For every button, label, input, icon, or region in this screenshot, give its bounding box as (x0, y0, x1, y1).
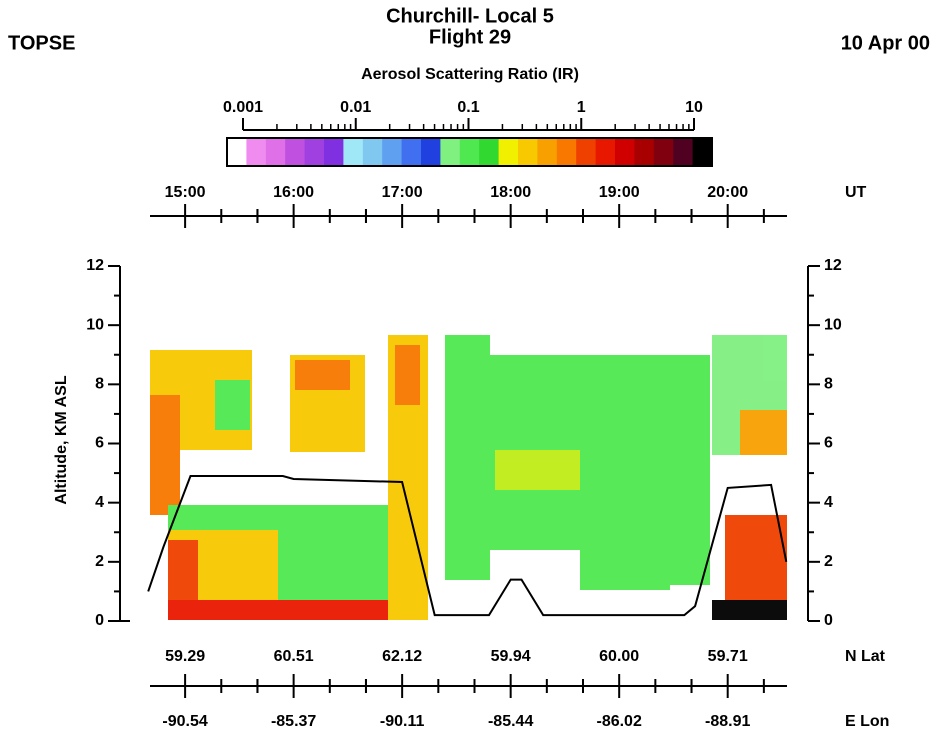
y-tick-label: 10 (86, 316, 104, 333)
colorbar-cell (556, 138, 577, 166)
x-tick-label: 17:00 (382, 184, 423, 201)
lat-label: N Lat (845, 648, 886, 665)
lat-label: 59.94 (491, 648, 531, 665)
lat-label: 62.12 (382, 648, 422, 665)
colorbar-tick-label: 0.001 (223, 99, 263, 116)
lon-label: -90.54 (162, 713, 207, 730)
colorbar-cell (479, 138, 500, 166)
flight-altitude-line (147, 475, 788, 617)
colorbar-cell (343, 138, 364, 166)
colorbar-cell (692, 138, 713, 166)
y-tick-label: 6 (95, 435, 104, 452)
colorbar-title: Aerosol Scattering Ratio (IR) (361, 66, 579, 83)
x-tick-label: 16:00 (273, 184, 314, 201)
colorbar-cell (595, 138, 616, 166)
lon-label: -90.11 (380, 713, 425, 730)
y-tick-label: 2 (95, 553, 104, 570)
colorbar-cell (227, 138, 247, 166)
colorbar-tick-label: 0.1 (457, 99, 479, 116)
colorbar-tick-label: 0.01 (340, 99, 371, 116)
colorbar-cell (440, 138, 461, 166)
chart-title: Churchill- Local 5 (386, 5, 554, 27)
lat-label: 60.00 (599, 648, 639, 665)
colorbar-cell (459, 138, 480, 166)
colorbar-cell (265, 138, 286, 166)
y-tick-label-right: 8 (824, 376, 833, 393)
x-tick-label: 15:00 (165, 184, 206, 201)
y-tick-label-right: 6 (824, 435, 833, 452)
colorbar-tick-label: 10 (685, 99, 703, 116)
y-tick-label-right: 0 (824, 612, 833, 629)
left-label: TOPSE (8, 32, 75, 54)
colorbar-cell (615, 138, 635, 166)
colorbar-cell (673, 138, 694, 166)
colorbar-cell (401, 138, 422, 166)
lat-label: 59.71 (708, 648, 748, 665)
y-tick-label: 0 (95, 612, 104, 629)
chart-subtitle: Flight 29 (429, 26, 511, 48)
colorbar-cell (382, 138, 403, 166)
y-tick-label: 4 (95, 494, 104, 511)
colorbar-cell (518, 138, 538, 166)
colorbar-tick-label: 1 (577, 99, 586, 116)
colorbar-cell (421, 138, 441, 166)
lon-label: -85.37 (271, 713, 316, 730)
x-tick-label: 20:00 (707, 184, 748, 201)
y-tick-label-right: 10 (824, 316, 842, 333)
lon-label: -85.44 (488, 713, 533, 730)
right-label: 10 Apr 00 (841, 32, 930, 54)
colorbar-cell (246, 138, 267, 166)
y-tick-label: 12 (86, 257, 104, 274)
y-tick-label: 8 (95, 376, 104, 393)
colorbar-cell (634, 138, 655, 166)
colorbar-frame (226, 137, 713, 167)
colorbar-cell (362, 138, 383, 166)
lat-label: 60.51 (274, 648, 314, 665)
colorbar-cell (304, 138, 325, 166)
y-tick-label-right: 2 (824, 553, 833, 570)
colorbar-cell (537, 138, 558, 166)
y-axis-label: Altitude, KM ASL (53, 375, 70, 504)
colorbar-cell (653, 138, 674, 166)
x-tick-label: 18:00 (490, 184, 531, 201)
curtain-image (150, 335, 787, 620)
colorbar-cell (324, 138, 344, 166)
x-axis-label: UT (845, 184, 867, 201)
y-tick-label-right: 12 (824, 257, 842, 274)
y-tick-label-right: 4 (824, 494, 833, 511)
lon-label: -86.02 (596, 713, 641, 730)
colorbar-cell (498, 138, 519, 166)
lon-label: -88.91 (705, 713, 750, 730)
lat-label: 59.29 (165, 648, 205, 665)
x-tick-label: 19:00 (599, 184, 640, 201)
lon-label: E Lon (845, 713, 889, 730)
colorbar-cell (576, 138, 597, 166)
colorbar-cell (285, 138, 306, 166)
